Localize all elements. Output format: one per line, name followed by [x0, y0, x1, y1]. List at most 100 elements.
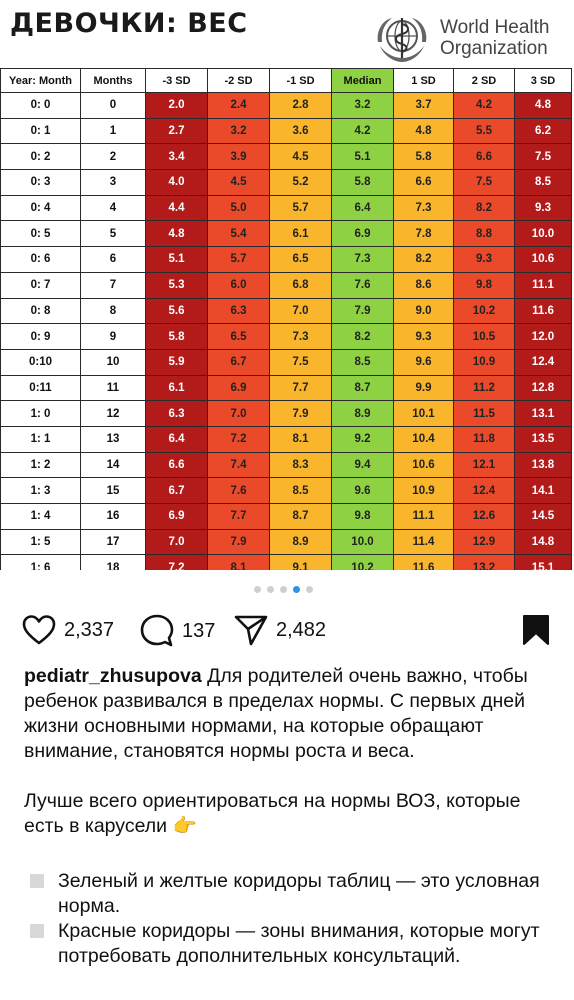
sd-value-cell: 10.9 [393, 477, 454, 504]
username-link[interactable]: pediatr_zhusupova [24, 665, 202, 687]
share-count: 2,482 [276, 618, 327, 641]
sd-value-cell: 7.3 [393, 194, 454, 222]
table-row: 0: 6 6 5.1 5.7 6.5 7.3 8.2 9.3 10.6 [0, 246, 572, 273]
sd-value-cell: 7.0 [207, 400, 270, 427]
comment-button[interactable]: 137 [140, 614, 215, 648]
table-row: 1: 6 18 7.2 8.1 9.1 10.2 11.6 13.2 15.1 [0, 554, 572, 570]
share-button[interactable]: 2,482 [234, 614, 326, 646]
table-header-row: Year: Month Months -3 SD -2 SD -1 SD Median 1 … [0, 68, 572, 93]
caption-bullet-2-text: Красные коридоры — зоны внимания, которы… [58, 920, 540, 967]
row-label-cell: 13 [80, 425, 146, 453]
sd-value-cell: 10.0 [514, 220, 572, 248]
table-row: 0: 9 9 5.8 6.5 7.3 8.2 9.3 10.5 12.0 [0, 323, 572, 350]
carousel-dot[interactable] [306, 586, 313, 593]
sd-value-cell: 4.4 [145, 194, 208, 222]
sd-value-cell: 8.5 [514, 169, 572, 196]
sd-value-cell: 11.4 [393, 528, 454, 556]
row-label-cell: 0:11 [0, 374, 81, 402]
bullet-square-icon [30, 874, 44, 888]
row-label-cell: 0:10 [0, 348, 81, 376]
sd-value-cell: 7.9 [331, 297, 394, 325]
sd-value-cell: 9.4 [331, 451, 394, 479]
sd-value-cell: 3.9 [207, 143, 270, 171]
table-row: 0: 3 3 4.0 4.5 5.2 5.8 6.6 7.5 8.5 [0, 169, 572, 196]
sd-value-cell: 5.8 [331, 169, 394, 196]
table-row: 1: 1 13 6.4 7.2 8.1 9.2 10.4 11.8 13.5 [0, 425, 572, 453]
sd-value-cell: 14.1 [514, 477, 572, 504]
sd-value-cell: 10.6 [514, 246, 572, 273]
sd-value-cell: 6.8 [269, 271, 332, 299]
sd-value-cell: 9.1 [269, 554, 332, 570]
row-label-cell: 11 [80, 374, 146, 402]
table-row: 0: 8 8 5.6 6.3 7.0 7.9 9.0 10.2 11.6 [0, 297, 572, 325]
carousel-dot[interactable] [267, 586, 274, 593]
sd-value-cell: 10.0 [331, 528, 394, 556]
sd-value-cell: 12.4 [453, 477, 515, 504]
sd-value-cell: 4.8 [145, 220, 208, 248]
sd-value-cell: 9.3 [514, 194, 572, 222]
row-label-cell: 1: 4 [0, 503, 81, 530]
caption-bullet-2: Красные коридоры — зоны внимания, которы… [24, 919, 550, 969]
sd-value-cell: 6.5 [269, 246, 332, 273]
sd-value-cell: 8.6 [393, 271, 454, 299]
row-label-cell: 17 [80, 528, 146, 556]
table-row: 0: 5 5 4.8 5.4 6.1 6.9 7.8 8.8 10.0 [0, 220, 572, 248]
column-header: Median [331, 68, 394, 93]
row-label-cell: 0: 1 [0, 117, 81, 145]
sd-value-cell: 9.0 [393, 297, 454, 325]
sd-value-cell: 4.8 [514, 92, 572, 119]
bookmark-button[interactable] [522, 614, 550, 646]
caption-bullet-1: Зеленый и желтые коридоры таблиц — это у… [24, 869, 550, 919]
row-label-cell: 6 [80, 246, 146, 273]
sd-value-cell: 7.5 [453, 169, 515, 196]
row-label-cell: 3 [80, 169, 146, 196]
carousel-dot[interactable] [280, 586, 287, 593]
sd-value-cell: 9.8 [331, 503, 394, 530]
who-wordmark: World Health Organization [440, 17, 549, 59]
sd-value-cell: 7.9 [269, 400, 332, 427]
column-header: 2 SD [453, 68, 515, 93]
sd-value-cell: 10.6 [393, 451, 454, 479]
row-label-cell: 15 [80, 477, 146, 504]
sd-value-cell: 10.4 [393, 425, 454, 453]
row-label-cell: 4 [80, 194, 146, 222]
sd-value-cell: 9.6 [331, 477, 394, 504]
row-label-cell: 1: 5 [0, 528, 81, 556]
column-header: 3 SD [514, 68, 572, 93]
sd-value-cell: 5.1 [145, 246, 208, 273]
sd-value-cell: 9.2 [331, 425, 394, 453]
row-label-cell: 0: 9 [0, 323, 81, 350]
sd-value-cell: 5.1 [331, 143, 394, 171]
carousel-dots [254, 586, 313, 593]
table-row: 0:10 10 5.9 6.7 7.5 8.5 9.6 10.9 12.4 [0, 348, 572, 376]
sd-value-cell: 5.4 [207, 220, 270, 248]
heart-icon [22, 615, 56, 645]
sd-value-cell: 4.2 [453, 92, 515, 119]
carousel-dot[interactable] [254, 586, 261, 593]
table-row: 1: 3 15 6.7 7.6 8.5 9.6 10.9 12.4 14.1 [0, 477, 572, 504]
sd-value-cell: 6.9 [145, 503, 208, 530]
sd-value-cell: 13.2 [453, 554, 515, 570]
carousel-dot-active[interactable] [293, 586, 300, 593]
caption-paragraph-1: pediatr_zhusupova Для родителей очень ва… [24, 664, 550, 764]
sd-value-cell: 6.3 [207, 297, 270, 325]
row-label-cell: 7 [80, 271, 146, 299]
bookmark-icon [523, 615, 549, 645]
sd-value-cell: 10.2 [331, 554, 394, 570]
sd-value-cell: 8.9 [331, 400, 394, 427]
sd-value-cell: 9.3 [453, 246, 515, 273]
row-label-cell: 0: 8 [0, 297, 81, 325]
sd-value-cell: 8.5 [269, 477, 332, 504]
sd-value-cell: 8.2 [331, 323, 394, 350]
sd-value-cell: 6.0 [207, 271, 270, 299]
post-image-carousel[interactable]: ДЕВОЧКИ: ВЕС World Health Organization Y… [0, 0, 574, 570]
who-wordmark-line2: Organization [440, 38, 548, 59]
sd-value-cell: 9.9 [393, 374, 454, 402]
row-label-cell: 9 [80, 323, 146, 350]
sd-value-cell: 6.9 [207, 374, 270, 402]
like-button[interactable]: 2,337 [22, 614, 114, 646]
sd-value-cell: 7.0 [145, 528, 208, 556]
sd-value-cell: 7.5 [514, 143, 572, 171]
sd-value-cell: 12.0 [514, 323, 572, 350]
caption-text-2: Лучше всего ориентироваться на нормы ВОЗ… [24, 790, 521, 837]
